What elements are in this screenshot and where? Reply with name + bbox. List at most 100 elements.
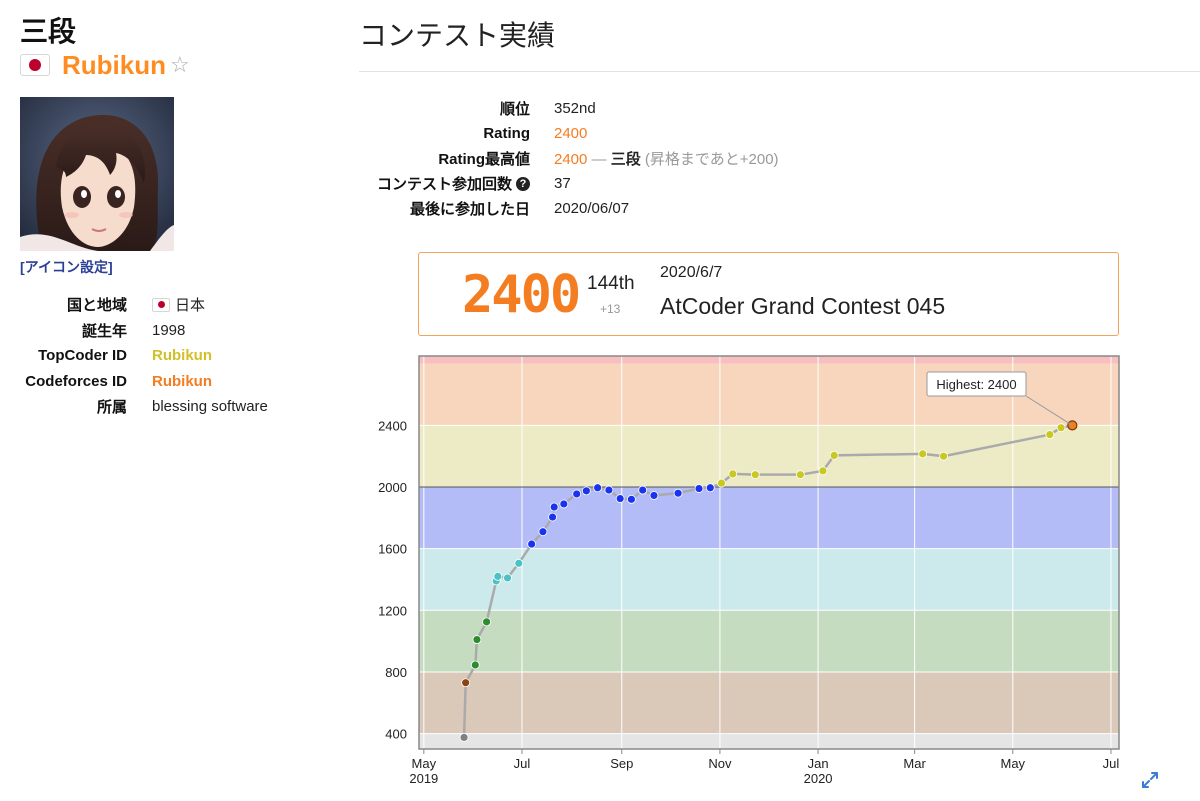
rating-point — [728, 469, 738, 479]
latest-contest-card: 2400 144th +13 2020/6/7 AtCoder Grand Co… — [418, 252, 1119, 336]
stat-value: 2400 — 三段 (昇格まであと+200) — [554, 148, 779, 169]
rating-point — [572, 489, 582, 499]
rating-point — [493, 571, 503, 581]
stat-row-last: 最後に参加した日 2020/06/07 — [359, 196, 779, 221]
stat-label: 最後に参加した日 — [409, 201, 530, 218]
stat-value: 37 — [554, 175, 571, 192]
japan-flag-icon — [20, 54, 50, 76]
detail-row-birth-year: 誕生年 1998 — [20, 318, 268, 344]
x-tick-label: Jul — [514, 756, 531, 771]
username: Rubikun — [62, 49, 166, 80]
rating-point — [549, 502, 559, 512]
divider — [359, 71, 1200, 72]
help-icon[interactable]: ? — [516, 176, 530, 191]
x-tick-label: Jan — [808, 756, 829, 771]
avatar — [20, 97, 174, 251]
stat-row-count: コンテスト参加回数 ? 37 — [359, 171, 779, 196]
y-tick-label: 1200 — [378, 603, 407, 618]
stat-value: 352nd — [554, 100, 596, 117]
rating-point — [615, 494, 625, 503]
user-line: Rubikun ☆ — [20, 48, 190, 82]
detail-value: 日本 — [152, 294, 205, 315]
japan-flag-icon — [152, 297, 170, 312]
stat-label: Rating — [483, 125, 530, 142]
x-tick-label: Nov — [708, 756, 732, 771]
topcoder-link[interactable]: Rubikun — [152, 347, 212, 365]
rating-point — [482, 617, 491, 627]
x-tick-year-label: 2019 — [409, 771, 438, 786]
y-tick-label: 800 — [385, 665, 407, 680]
rating-point — [503, 573, 512, 583]
rating-point — [705, 483, 715, 493]
rating-point — [829, 451, 839, 460]
rating-point — [514, 558, 524, 568]
detail-value: 1998 — [152, 321, 186, 339]
detail-row-affiliation: 所属 blessing software — [20, 394, 268, 420]
stat-label: コンテスト参加回数 ? — [359, 173, 530, 194]
rating-point — [1056, 423, 1066, 433]
rating-point — [673, 488, 683, 498]
icon-settings-link[interactable]: [アイコン設定] — [20, 259, 113, 275]
expand-icon[interactable] — [1140, 770, 1160, 790]
stat-value: 2020/06/07 — [554, 200, 630, 217]
promotion-note: (昇格まであと+200) — [644, 151, 779, 168]
detail-label: 国と地域 — [66, 297, 127, 315]
plot-area — [419, 356, 1119, 749]
codeforces-link[interactable]: Rubikun — [152, 372, 212, 390]
count-label: コンテスト参加回数 — [376, 176, 512, 193]
detail-row-codeforces: Codeforces ID Rubikun — [20, 369, 268, 395]
detail-row-topcoder: TopCoder ID Rubikun — [20, 343, 268, 369]
contest-stats: 順位 352nd Rating 2400 Rating最高値 2400 — 三段… — [359, 96, 779, 221]
rating-band — [419, 733, 1119, 749]
y-tick-label: 2000 — [378, 480, 407, 495]
detail-label: TopCoder ID — [38, 347, 127, 365]
detail-label: 誕生年 — [81, 322, 127, 340]
latest-rating: 2400 — [462, 265, 581, 325]
detail-value: blessing software — [152, 398, 268, 416]
latest-contest-name[interactable]: AtCoder Grand Contest 045 — [660, 293, 946, 319]
rating-point — [548, 512, 557, 522]
rating-point — [638, 485, 648, 495]
rating-band — [419, 548, 1119, 611]
rating-band — [419, 356, 1119, 364]
rating-point — [459, 733, 469, 742]
rating-point — [538, 527, 548, 537]
y-tick-label: 400 — [385, 727, 407, 742]
stat-label: 順位 — [499, 101, 530, 118]
star-icon[interactable]: ☆ — [170, 52, 190, 77]
rating-point — [627, 494, 636, 504]
rating-point — [717, 478, 726, 488]
rating-point — [581, 486, 591, 496]
rating-chart: 400 800 1200 1600 2000 2400 May 2019 Jul Sep Nov Ja… — [360, 352, 1160, 797]
detail-label: Codeforces ID — [25, 372, 127, 390]
y-tick-label: 2400 — [378, 418, 407, 433]
highest-rating: 2400 — [554, 151, 588, 168]
x-tick-label: May — [1001, 756, 1026, 771]
rating-point — [818, 466, 828, 476]
stat-row-rating: Rating 2400 — [359, 121, 779, 146]
latest-delta: +13 — [600, 302, 621, 316]
highest-pointer — [1025, 395, 1073, 426]
rating-point — [470, 660, 480, 670]
rating-point — [649, 491, 659, 500]
latest-rank: 144th — [587, 273, 635, 294]
x-tick-year-label: 2020 — [804, 771, 833, 786]
latest-date: 2020/6/7 — [660, 264, 723, 281]
rating-point — [472, 635, 482, 644]
highest-separator: — — [587, 151, 611, 168]
rating-band — [419, 671, 1119, 734]
rating-point — [694, 484, 704, 493]
section-title: コンテスト実績 — [359, 20, 556, 51]
stat-label: Rating最高値 — [438, 151, 530, 168]
y-tick-label: 1600 — [378, 542, 407, 557]
rating-point — [750, 470, 760, 480]
rating-point — [1045, 430, 1055, 439]
x-tick-label: May — [412, 756, 437, 771]
highest-tooltip-label: Highest: 2400 — [936, 377, 1016, 392]
country-name: 日本 — [175, 297, 206, 315]
stat-row-highest: Rating最高値 2400 — 三段 (昇格まであと+200) — [359, 146, 779, 171]
rating-point — [918, 449, 928, 459]
avatar-image — [20, 97, 174, 251]
rating-point — [527, 539, 537, 549]
